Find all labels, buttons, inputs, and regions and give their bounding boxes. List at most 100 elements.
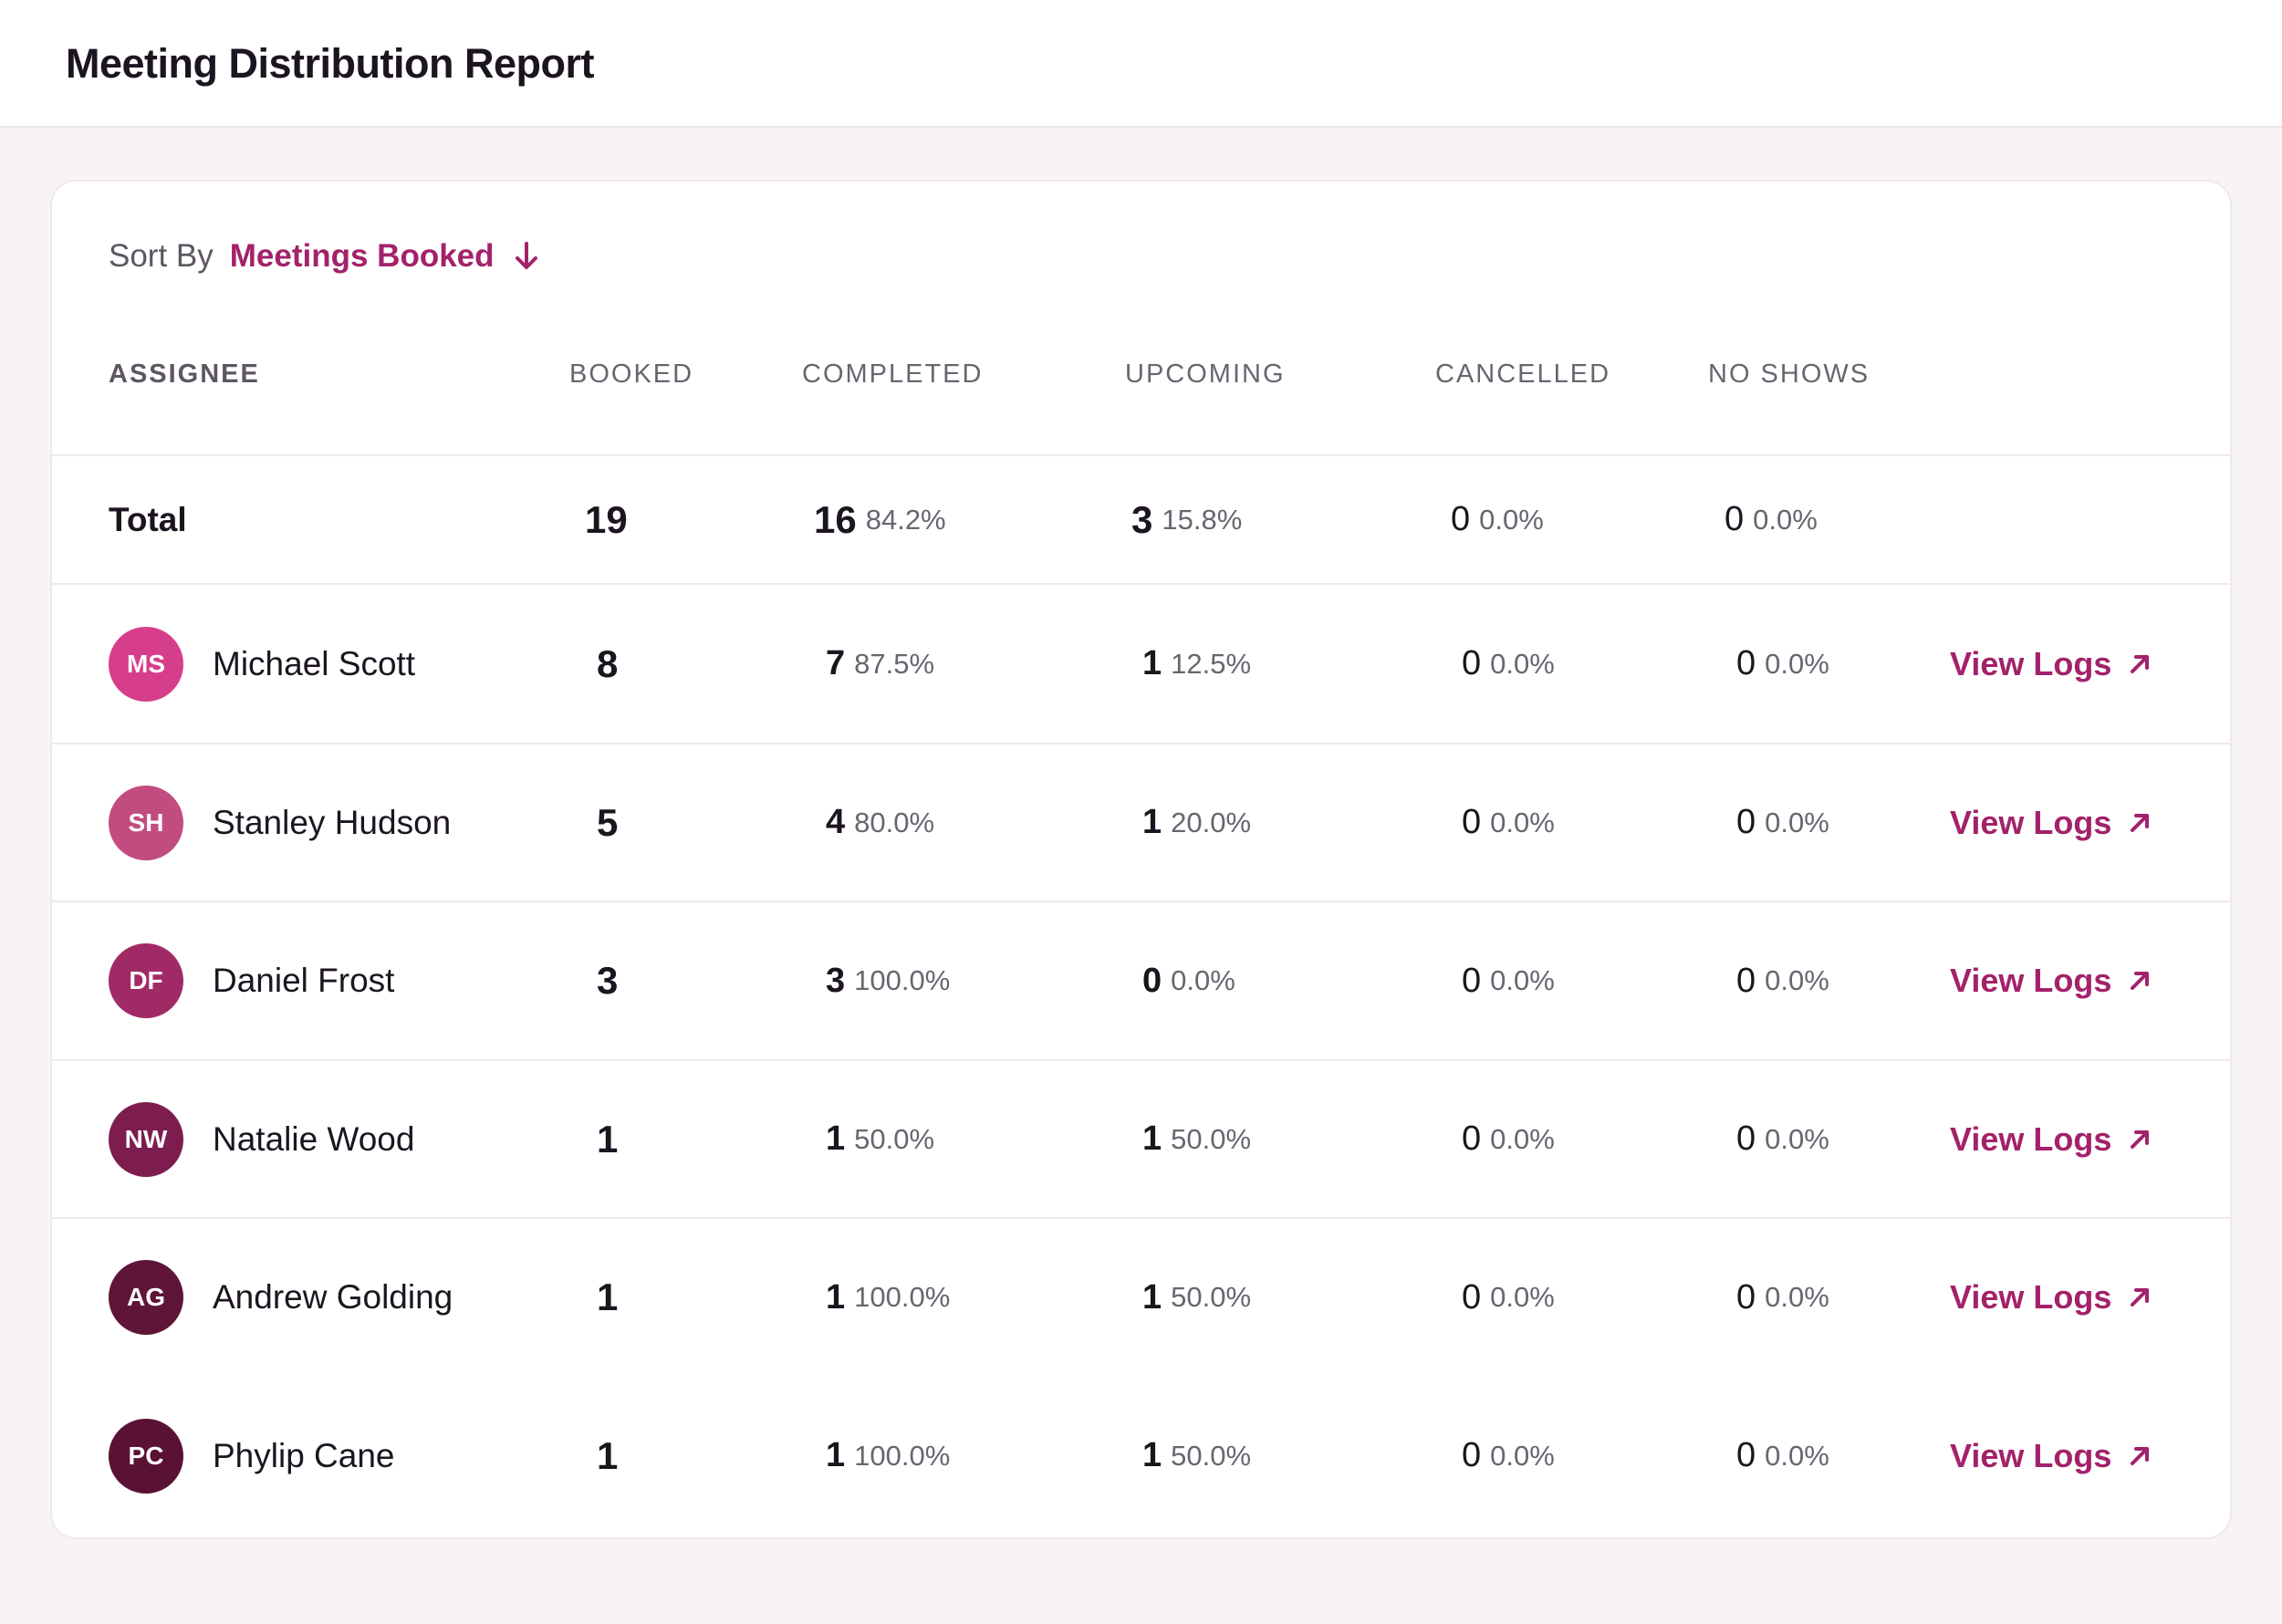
no-shows-count: 0 <box>1736 1277 1756 1317</box>
table-row: SH Stanley Hudson 5 4 80.0% 1 20.0% 0 0.… <box>52 743 2230 900</box>
completed-count: 1 <box>826 1277 846 1317</box>
avatar: MS <box>109 626 183 702</box>
view-logs-label: View Logs <box>1950 1278 2112 1316</box>
total-row: Total 19 16 84.2% 3 15.8% 0 0.0% 0 0.0% <box>52 454 2230 583</box>
total-completed: 16 <box>814 497 857 541</box>
page-title: Meeting Distribution Report <box>66 40 594 87</box>
cancelled-count: 0 <box>1462 803 1482 841</box>
no-shows-count: 0 <box>1736 1119 1756 1158</box>
table-row: NW Natalie Wood 1 1 50.0% 1 50.0% 0 0.0%… <box>52 1059 2230 1217</box>
column-header-upcoming: UPCOMING <box>1125 359 1286 389</box>
total-upcoming: 3 <box>1131 497 1153 541</box>
cancelled-count: 0 <box>1462 961 1482 1000</box>
total-cancelled-pct: 0.0% <box>1479 503 1544 536</box>
no-shows-pct: 0.0% <box>1765 1439 1829 1472</box>
assignee-name: Andrew Golding <box>213 1278 453 1316</box>
table-row: AG Andrew Golding 1 1 100.0% 1 50.0% 0 0… <box>52 1217 2230 1376</box>
avatar: SH <box>109 785 183 860</box>
assignee-name: Daniel Frost <box>213 962 395 999</box>
completed-count: 3 <box>826 961 846 1000</box>
table-row: PC Phylip Cane 1 1 100.0% 1 50.0% 0 0.0%… <box>52 1376 2230 1536</box>
no-shows-count: 0 <box>1736 803 1756 841</box>
assignee-name: Stanley Hudson <box>213 803 452 841</box>
cancelled-count: 0 <box>1462 1119 1482 1158</box>
no-shows-pct: 0.0% <box>1765 1122 1829 1155</box>
no-shows-count: 0 <box>1736 961 1756 1000</box>
completed-count: 1 <box>826 1119 846 1158</box>
cancelled-pct: 0.0% <box>1490 1122 1555 1155</box>
external-link-icon <box>2131 654 2150 673</box>
assignee-name: Michael Scott <box>213 644 416 682</box>
cancelled-count: 0 <box>1462 1436 1482 1474</box>
view-logs-button[interactable]: View Logs <box>1950 1278 2152 1317</box>
completed-pct: 50.0% <box>854 1122 935 1155</box>
total-cancelled: 0 <box>1451 500 1471 538</box>
avatar: NW <box>109 1101 183 1177</box>
external-link-icon <box>2131 1130 2150 1149</box>
cancelled-count: 0 <box>1462 1277 1482 1317</box>
avatar: DF <box>109 943 183 1018</box>
sort-by-label: Sort By <box>109 238 214 274</box>
cancelled-pct: 0.0% <box>1490 1281 1555 1313</box>
sort-control: Sort By Meetings Booked <box>109 236 540 276</box>
upcoming-count: 1 <box>1142 1277 1162 1317</box>
assignee-name: Natalie Wood <box>213 1119 415 1158</box>
total-label: Total <box>109 500 187 538</box>
view-logs-button[interactable]: View Logs <box>1950 1437 2152 1475</box>
view-logs-button[interactable]: View Logs <box>1950 962 2152 1000</box>
completed-count: 1 <box>826 1436 846 1474</box>
completed-pct: 100.0% <box>854 964 951 996</box>
sort-by-dropdown[interactable]: Meetings Booked <box>229 238 495 274</box>
total-no-shows-pct: 0.0% <box>1753 503 1818 536</box>
cancelled-count: 0 <box>1462 644 1482 682</box>
column-header-cancelled: CANCELLED <box>1435 359 1611 389</box>
avatar: AG <box>109 1260 183 1335</box>
upcoming-count: 1 <box>1142 644 1162 682</box>
total-booked: 19 <box>585 497 628 541</box>
arrow-down-icon[interactable] <box>513 241 540 272</box>
no-shows-count: 0 <box>1736 644 1756 682</box>
booked-count: 1 <box>597 1275 619 1318</box>
view-logs-button[interactable]: View Logs <box>1950 645 2152 683</box>
completed-pct: 100.0% <box>854 1281 951 1313</box>
external-link-icon <box>2131 1446 2150 1465</box>
view-logs-button[interactable]: View Logs <box>1950 1120 2152 1159</box>
no-shows-pct: 0.0% <box>1765 647 1829 680</box>
upcoming-count: 1 <box>1142 1436 1162 1474</box>
upcoming-pct: 20.0% <box>1171 806 1252 838</box>
upcoming-pct: 50.0% <box>1171 1439 1252 1472</box>
table-header: ASSIGNEE BOOKED COMPLETED UPCOMING CANCE… <box>52 359 2230 451</box>
total-upcoming-pct: 15.8% <box>1162 503 1243 536</box>
booked-count: 1 <box>597 1117 619 1161</box>
upcoming-pct: 12.5% <box>1171 647 1252 680</box>
view-logs-button[interactable]: View Logs <box>1950 804 2152 842</box>
column-header-completed: COMPLETED <box>802 359 984 389</box>
booked-count: 3 <box>597 959 619 1002</box>
column-header-booked: BOOKED <box>569 359 694 389</box>
completed-pct: 100.0% <box>854 1439 951 1472</box>
booked-count: 8 <box>597 641 619 685</box>
completed-pct: 80.0% <box>854 806 935 838</box>
upcoming-pct: 50.0% <box>1171 1281 1252 1313</box>
top-bar: Meeting Distribution Report <box>0 0 2282 128</box>
no-shows-count: 0 <box>1736 1436 1756 1474</box>
cancelled-pct: 0.0% <box>1490 806 1555 838</box>
completed-count: 4 <box>826 803 846 841</box>
upcoming-count: 1 <box>1142 1119 1162 1158</box>
upcoming-pct: 0.0% <box>1171 964 1235 996</box>
external-link-icon <box>2131 972 2150 990</box>
view-logs-label: View Logs <box>1950 803 2112 841</box>
table-row: DF Daniel Frost 3 3 100.0% 0 0.0% 0 0.0%… <box>52 900 2230 1059</box>
booked-count: 1 <box>597 1433 619 1477</box>
no-shows-pct: 0.0% <box>1765 964 1829 996</box>
cancelled-pct: 0.0% <box>1490 647 1555 680</box>
no-shows-pct: 0.0% <box>1765 1281 1829 1313</box>
table-row: MS Michael Scott 8 7 87.5% 1 12.5% 0 0.0… <box>52 583 2230 743</box>
avatar: PC <box>109 1418 183 1494</box>
total-completed-pct: 84.2% <box>865 503 946 536</box>
assignee-name: Phylip Cane <box>213 1436 395 1474</box>
column-header-assignee: ASSIGNEE <box>109 359 260 389</box>
upcoming-pct: 50.0% <box>1171 1122 1252 1155</box>
external-link-icon <box>2131 813 2150 832</box>
column-header-no-shows: NO SHOWS <box>1708 359 1870 389</box>
